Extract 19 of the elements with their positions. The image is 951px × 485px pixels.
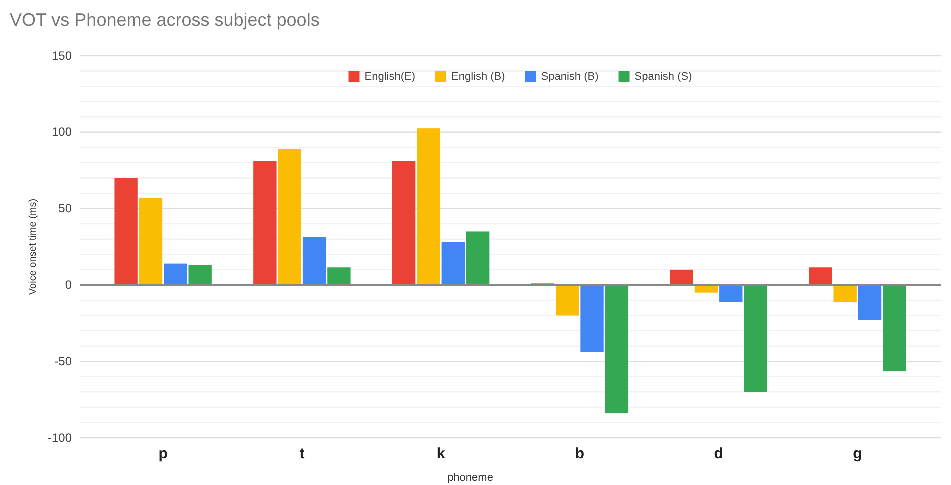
x-tick-label: t: [300, 446, 305, 463]
y-tick-label: 0: [65, 278, 72, 292]
x-tick-label: b: [575, 446, 585, 463]
legend-label: Spanish (S): [634, 71, 692, 83]
y-tick-label: 100: [52, 125, 72, 140]
x-tick-label: p: [158, 446, 168, 463]
legend-label: English (B): [451, 71, 506, 83]
x-axis-title: phoneme: [448, 472, 494, 484]
x-tick-label: k: [436, 446, 446, 463]
y-tick-label: -100: [48, 430, 72, 445]
x-tick-label: g: [853, 446, 862, 463]
legend-label: English(E): [364, 71, 416, 83]
legend-label: Spanish (B): [541, 71, 599, 83]
y-tick-label: 50: [58, 202, 72, 216]
chart-title: VOT vs Phoneme across subject pools: [10, 10, 320, 30]
y-tick-label: -50: [54, 354, 72, 368]
y-axis-title: Voice onset time (ms): [28, 198, 39, 296]
x-tick-label: d: [714, 446, 724, 463]
y-tick-label: 150: [52, 48, 72, 63]
